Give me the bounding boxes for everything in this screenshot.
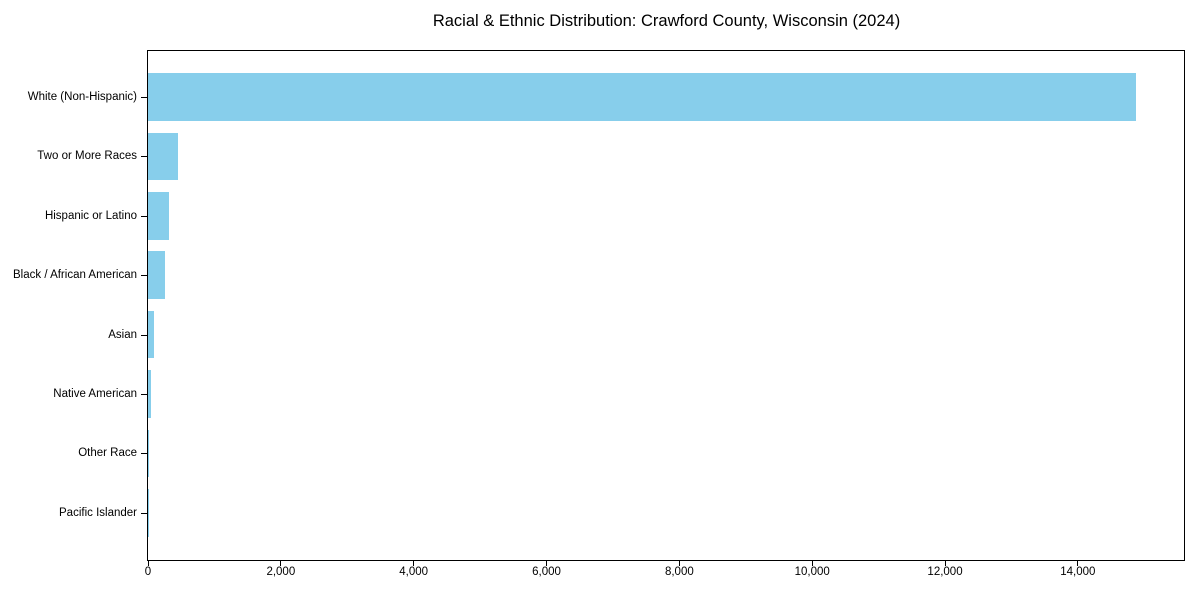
y-tick-mark: [141, 216, 147, 217]
y-tick-label: Two or More Races: [37, 150, 137, 163]
x-tick-label: 14,000: [1060, 566, 1096, 578]
bar: [148, 370, 151, 418]
y-tick-mark: [141, 335, 147, 336]
y-tick-label: Pacific Islander: [59, 506, 137, 519]
bar: [148, 192, 170, 240]
bar: [148, 132, 179, 181]
y-tick-mark: [141, 394, 147, 395]
y-tick-mark: [141, 156, 147, 157]
y-tick-label: Black / African American: [13, 269, 137, 282]
chart-title: Racial & Ethnic Distribution: Crawford C…: [432, 12, 901, 30]
x-tick-label: 0: [144, 566, 152, 578]
x-tick-label: 6,000: [532, 566, 561, 578]
y-tick-label: Asian: [108, 328, 137, 341]
x-tick-label: 8,000: [664, 566, 694, 578]
x-tick-mark: [678, 560, 680, 566]
bar: [148, 251, 165, 299]
plot-area: [147, 50, 1185, 561]
y-tick-label: Hispanic or Latino: [44, 209, 137, 222]
x-tick-mark: [413, 560, 415, 566]
x-tick-mark: [944, 560, 946, 566]
x-tick-label: 4,000: [399, 566, 429, 578]
y-tick-label: Native American: [53, 388, 137, 400]
bar: [148, 73, 1136, 121]
x-tick-mark: [147, 560, 149, 566]
bar: [148, 310, 154, 359]
y-tick-mark: [141, 453, 147, 454]
x-tick-label: 2,000: [266, 566, 296, 578]
x-tick-label: 12,000: [927, 566, 963, 578]
y-tick-label: Other Race: [78, 447, 137, 460]
x-tick-mark: [546, 560, 547, 566]
x-tick-label: 10,000: [794, 566, 830, 578]
y-tick-label: White (Non-Hispanic): [27, 91, 137, 103]
y-tick-mark: [141, 97, 147, 98]
y-tick-mark: [141, 275, 147, 276]
bar: [148, 429, 150, 478]
y-tick-mark: [141, 513, 147, 514]
x-tick-mark: [280, 560, 282, 566]
x-tick-mark: [1077, 560, 1079, 566]
x-tick-mark: [811, 560, 813, 566]
